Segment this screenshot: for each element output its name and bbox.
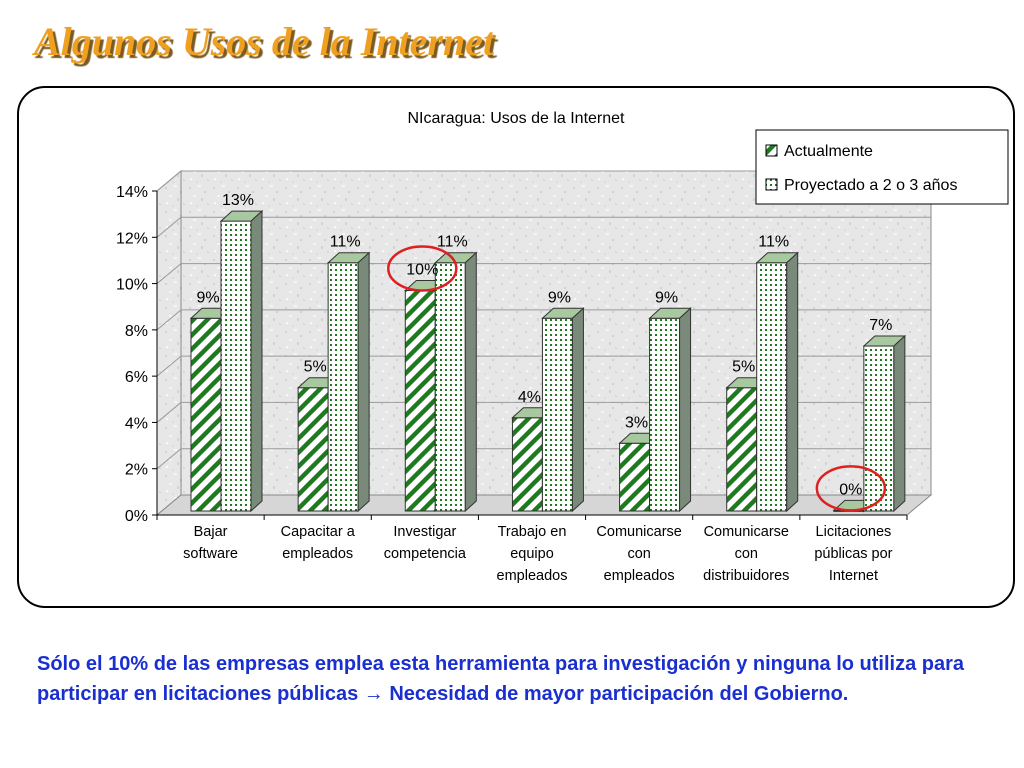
x-tick-label: con (627, 546, 650, 562)
x-tick-label: empleados (282, 546, 353, 562)
bar-chart: NIcaragua: Usos de la Internet 0% 2% 4% 6% 8… (116, 110, 1009, 584)
data-label: 7% (869, 317, 892, 334)
gridline (156, 263, 931, 284)
bar-proyectado (326, 251, 371, 513)
y-tick-label: 2% (125, 462, 148, 479)
bar-front (404, 290, 436, 512)
y-tick-label: 12% (116, 230, 148, 247)
legend-label: Actualmente (784, 143, 873, 160)
bar-front (190, 317, 222, 512)
bar-front (511, 417, 543, 512)
bar-proyectado (755, 251, 800, 513)
data-label: 4% (518, 389, 541, 406)
data-label: 5% (304, 359, 327, 376)
x-tick-label: distribuidores (703, 568, 789, 584)
slide-title: Algunos Usos de la Internet (34, 19, 495, 64)
data-label: 5% (732, 359, 755, 376)
legend: Actualmente Proyectado a 2 o 3 años (755, 129, 1009, 205)
data-label: 9% (655, 289, 678, 306)
y-tick-label: 8% (125, 323, 148, 340)
bar-side (250, 209, 263, 513)
bar-side (786, 251, 799, 513)
bar-proyectado (219, 209, 264, 513)
highlight-circles (387, 245, 887, 512)
x-tick-label: Investigar (393, 524, 456, 540)
bar-proyectado (541, 307, 585, 513)
chart-title: NIcaragua: Usos de la Internet (407, 110, 625, 127)
bar-front (327, 262, 359, 512)
data-label: 11% (758, 234, 789, 251)
caption-text: Sólo el 10% de las empresas emplea esta … (37, 653, 965, 705)
bar-front (220, 220, 252, 512)
x-tick-label: con (735, 546, 758, 562)
bar-front (649, 317, 681, 512)
bars (189, 209, 907, 513)
bar-proyectado (862, 334, 907, 513)
bar-side (571, 307, 584, 513)
data-label: 11% (330, 234, 361, 251)
bar-front (619, 442, 651, 512)
bar-proyectado (433, 251, 478, 513)
data-label: 0% (839, 481, 862, 498)
y-tick-label: 0% (125, 508, 148, 525)
bar-side (893, 334, 906, 513)
x-tick-label: Capacitar a (281, 524, 356, 540)
y-tick-label: 6% (125, 369, 148, 386)
x-axis: Bajar software Capacitar a empleados Investi… (156, 514, 908, 584)
y-tick-label: 4% (125, 415, 148, 432)
x-tick-label: Internet (829, 568, 878, 584)
data-label: 9% (548, 289, 571, 306)
gridline (156, 216, 931, 238)
x-tick-label: equipo (510, 546, 554, 562)
legend-swatch (765, 178, 778, 191)
x-tick-label: Comunicarse (704, 524, 789, 540)
x-tick-label: empleados (604, 568, 675, 584)
chart-frame: NIcaragua: Usos de la Internet 0% 2% 4% 6% 8… (17, 86, 1015, 608)
legend-label: Proyectado a 2 o 3 años (784, 177, 957, 194)
bar-side (464, 251, 477, 513)
data-label: 3% (625, 414, 648, 431)
gridline (156, 170, 931, 192)
x-tick-label: Bajar (194, 524, 228, 540)
bar-front (434, 262, 466, 512)
bar-front (541, 317, 573, 512)
highlight-circle (815, 465, 887, 512)
x-tick-label: Trabajo en (498, 524, 567, 540)
data-label: 10% (406, 262, 438, 279)
bar-proyectado (648, 307, 692, 513)
bar-front (756, 262, 788, 512)
x-tick-label: competencia (384, 546, 467, 562)
legend-box (755, 129, 1009, 205)
x-tick-label: software (183, 546, 238, 562)
bar-front (863, 345, 895, 512)
x-tick-label: Comunicarse (596, 524, 681, 540)
y-axis: 0% 2% 4% 6% 8% 10% 12% 14% (116, 184, 158, 525)
data-labels: 9% 5% 10% 4% 3% 5% 0% 13% 11% 11% 9% 9% 11% 7% (196, 192, 892, 498)
y-tick-label: 14% (116, 184, 148, 201)
bar-front (297, 387, 329, 512)
y-tick-label: 10% (116, 277, 148, 294)
data-label: 11% (437, 234, 468, 251)
bar-front (726, 387, 758, 512)
bar-side (357, 251, 370, 513)
x-tick-label: públicas por (814, 546, 892, 562)
bar-side (679, 307, 692, 513)
side-wall (156, 169, 182, 517)
legend-swatch (765, 144, 778, 157)
x-tick-label: empleados (497, 568, 568, 584)
data-label: 13% (222, 192, 254, 209)
x-tick-label: Licitaciones (816, 524, 892, 540)
data-label: 9% (196, 289, 219, 306)
highlight-circle (387, 245, 458, 292)
